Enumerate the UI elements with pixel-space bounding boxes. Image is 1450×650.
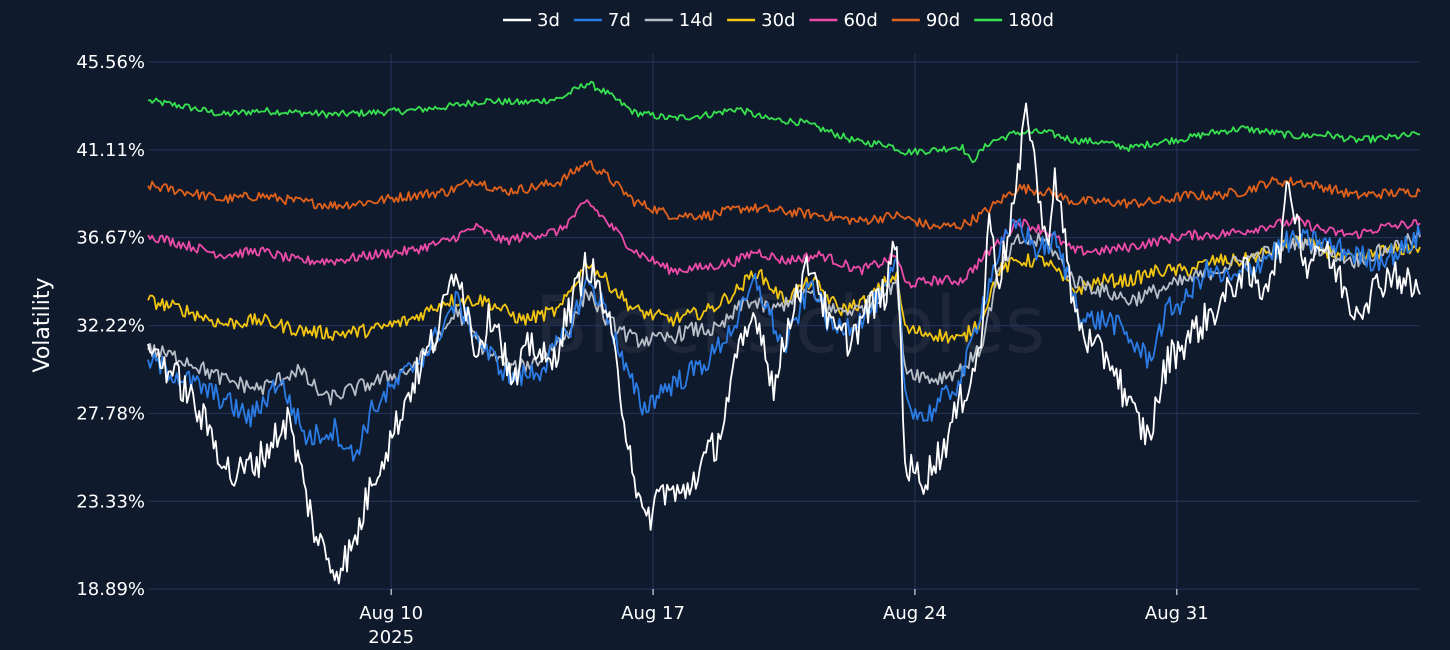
legend-label: 14d: [679, 10, 713, 31]
x-tick-sublabel: 2025: [368, 627, 414, 648]
legend-label: 180d: [1008, 10, 1054, 31]
y-axis-ticks: 45.56% 41.11% 36.67% 32.22% 27.78% 23.33% 18.8…: [76, 52, 145, 600]
y-tick-label: 36.67%: [76, 228, 145, 249]
legend-item-3d[interactable]: 3d: [503, 10, 560, 31]
x-tick-label: Aug 10: [359, 603, 423, 624]
series-line-30d: [147, 234, 1421, 344]
series-line-90d: [147, 160, 1421, 231]
y-tick-label: 23.33%: [76, 491, 145, 512]
legend-label: 90d: [926, 10, 960, 31]
legend-item-180d[interactable]: 180d: [974, 10, 1054, 31]
x-tick-label: Aug 17: [621, 603, 685, 624]
legend-item-90d[interactable]: 90d: [891, 10, 960, 31]
legend-item-60d[interactable]: 60d: [809, 10, 878, 31]
legend-label: 7d: [608, 10, 631, 31]
x-tick-label: Aug 24: [883, 603, 947, 624]
y-tick-label: 27.78%: [76, 403, 145, 424]
legend-item-7d[interactable]: 7d: [573, 10, 631, 31]
legend-item-30d[interactable]: 30d: [727, 10, 795, 31]
legend-label: 30d: [761, 10, 795, 31]
y-tick-label: 41.11%: [76, 140, 145, 161]
y-tick-label: 32.22%: [76, 316, 145, 337]
y-axis-label: Volatility: [30, 277, 55, 372]
x-tick-label: Aug 31: [1145, 603, 1209, 624]
series-line-60d: [147, 199, 1421, 289]
x-axis-ticks: Aug 10 2025 Aug 17 Aug 24 Aug 31: [359, 589, 1209, 648]
series-line-180d: [147, 80, 1421, 164]
series-lines: [147, 80, 1421, 585]
gridlines: [148, 54, 1420, 590]
y-tick-label: 45.56%: [76, 52, 145, 73]
legend-item-14d[interactable]: 14d: [644, 10, 713, 31]
series-line-3d: [147, 102, 1421, 585]
y-tick-label: 18.89%: [76, 579, 145, 600]
legend[interactable]: 3d 7d 14d 30d 60d 90d 180d: [503, 10, 1054, 31]
legend-label: 60d: [843, 10, 877, 31]
legend-label: 3d: [537, 10, 560, 31]
